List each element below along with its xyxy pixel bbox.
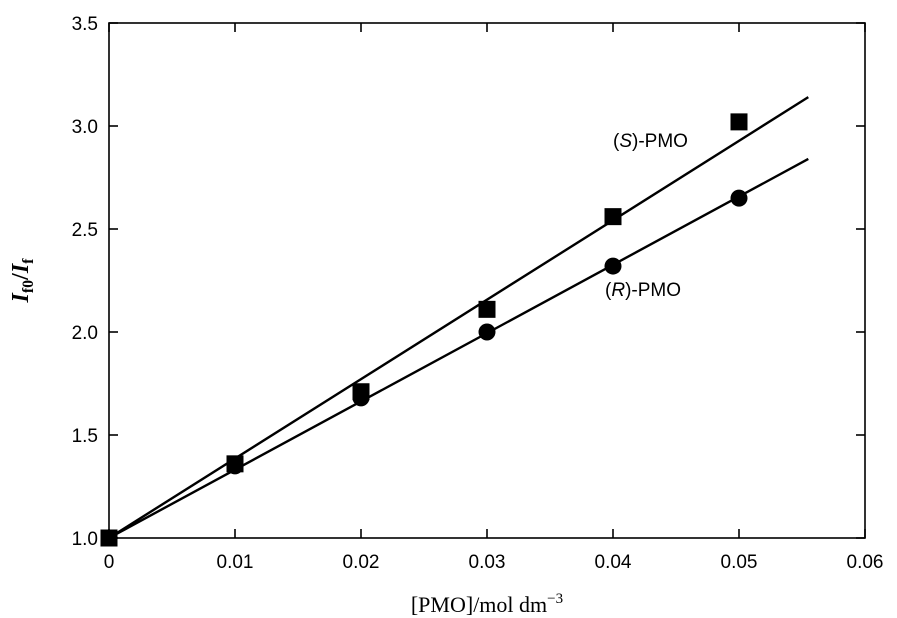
data-point-r-pmo xyxy=(478,323,496,341)
fit-line-r-pmo xyxy=(108,157,809,540)
x-axis-label: [PMO]/mol dm−3 xyxy=(411,591,563,617)
y-tick-label: 1.5 xyxy=(72,426,98,447)
data-point-s-pmo xyxy=(604,208,622,226)
y-tick-label: 1.0 xyxy=(72,529,98,550)
x-tick-label: 0.01 xyxy=(217,552,254,573)
x-tick-label: 0.06 xyxy=(847,552,884,573)
x-tick-label: 0 xyxy=(104,552,115,573)
y-tick-label: 3.0 xyxy=(72,117,98,138)
data-point-s-pmo xyxy=(730,113,748,131)
fit-line-s-pmo xyxy=(108,96,809,540)
axis-ticks xyxy=(108,22,866,539)
plot-frame xyxy=(108,22,866,539)
y-tick-label: 3.5 xyxy=(72,14,98,35)
x-tick-label: 0.04 xyxy=(595,552,632,573)
x-tick-label: 0.05 xyxy=(721,552,758,573)
data-point-r-pmo xyxy=(730,189,748,207)
x-tick-label: 0.03 xyxy=(469,552,506,573)
data-point-r-pmo xyxy=(226,457,244,475)
x-tick-label: 0.02 xyxy=(343,552,380,573)
fit-lines xyxy=(108,96,809,540)
series-label-r-pmo: (R)-PMO xyxy=(605,280,681,301)
data-point-s-pmo xyxy=(478,300,496,318)
y-tick-label: 2.0 xyxy=(72,323,98,344)
series-label-s-pmo: (S)-PMO xyxy=(613,131,688,152)
data-point-r-pmo xyxy=(352,389,370,407)
y-tick-labels: 1.0 1.5 2.0 2.5 3.0 3.5 xyxy=(72,14,98,550)
y-axis-label: If0/If xyxy=(8,258,37,304)
x-tick-labels: 0 0.01 0.02 0.03 0.04 0.05 0.06 xyxy=(104,552,884,573)
y-tick-label: 2.5 xyxy=(72,220,98,241)
data-point-r-pmo xyxy=(604,257,622,275)
